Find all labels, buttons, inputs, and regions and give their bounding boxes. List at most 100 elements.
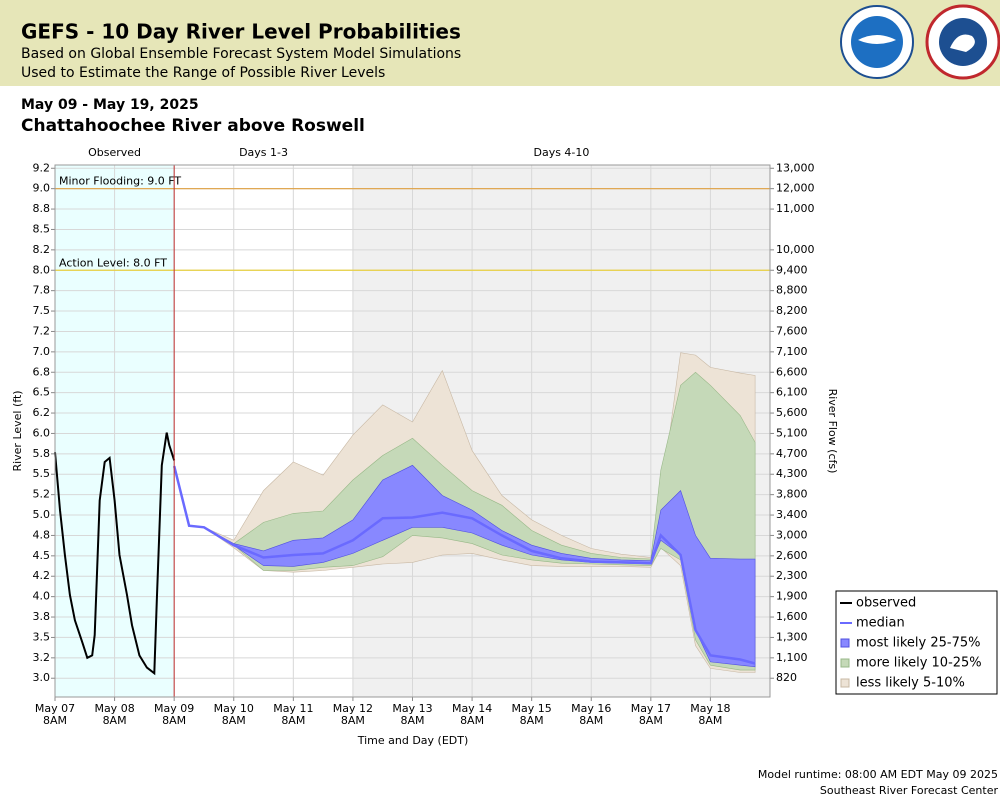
y-tick-label: 8.8 — [33, 202, 51, 215]
y2-tick-label: 1,600 — [776, 610, 808, 623]
x-tick-label: May 15 — [512, 702, 552, 715]
nws-logo-cloud — [950, 34, 975, 52]
y-tick-label: 8.5 — [33, 222, 51, 235]
y2-tick-label: 9,400 — [776, 263, 808, 276]
x-axis-label: Time and Day (EDT) — [357, 734, 469, 747]
x-tick-label: 8AM — [579, 714, 603, 727]
x-tick-label: 8AM — [281, 714, 305, 727]
noaa-logo-bird — [858, 35, 896, 44]
y-tick-label: 6.0 — [33, 426, 51, 439]
y2-tick-label: 1,300 — [776, 630, 808, 643]
y2-tick-label: 13,000 — [776, 161, 815, 174]
legend-swatch — [840, 638, 850, 648]
y2-tick-label: 11,000 — [776, 202, 815, 215]
x-tick-label: May 16 — [571, 702, 611, 715]
location: Chattahoochee River above Roswell — [21, 116, 365, 136]
y2-tick-label: 8,800 — [776, 284, 808, 297]
x-tick-label: May 17 — [631, 702, 671, 715]
y2-tick-label: 4,700 — [776, 447, 808, 460]
y2-axis-label: River Flow (cfs) — [826, 389, 839, 474]
y-tick-label: 7.0 — [33, 345, 51, 358]
y2-tick-label: 820 — [776, 671, 797, 684]
x-tick-label: 8AM — [639, 714, 663, 727]
subtitle: Used to Estimate the Range of Possible R… — [21, 65, 385, 81]
y-tick-label: 4.0 — [33, 590, 51, 603]
y2-tick-label: 5,600 — [776, 406, 808, 419]
legend-label: less likely 5-10% — [856, 676, 965, 691]
x-tick-label: May 10 — [214, 702, 254, 715]
region-label: Days 4-10 — [533, 146, 589, 159]
legend-box — [835, 590, 998, 695]
y-tick-label: 3.5 — [33, 630, 51, 643]
y-tick-label: 9.2 — [33, 161, 51, 174]
x-tick-label: May 14 — [452, 702, 492, 715]
y-tick-label: 7.8 — [33, 284, 51, 297]
y2-tick-label: 7,100 — [776, 345, 808, 358]
x-tick-label: May 08 — [94, 702, 134, 715]
y-tick-label: 5.5 — [33, 467, 51, 480]
legend-label: most likely 25-75% — [856, 636, 980, 651]
y-tick-label: 5.8 — [33, 447, 51, 460]
threshold-label: Minor Flooding: 9.0 FT — [59, 175, 181, 188]
legend-label: more likely 10-25% — [856, 656, 982, 671]
plot-frame — [54, 164, 771, 698]
y2-tick-label: 3,000 — [776, 528, 808, 541]
y2-tick-label: 6,100 — [776, 386, 808, 399]
y-tick-label: 4.8 — [33, 528, 51, 541]
x-tick-label: 8AM — [162, 714, 186, 727]
y-tick-label: 7.5 — [33, 304, 51, 317]
x-tick-label: May 18 — [690, 702, 730, 715]
x-tick-label: 8AM — [460, 714, 484, 727]
y2-tick-label: 1,100 — [776, 651, 808, 664]
y-tick-label: 6.8 — [33, 365, 51, 378]
x-tick-label: May 12 — [333, 702, 373, 715]
x-tick-label: 8AM — [103, 714, 127, 727]
y-tick-label: 4.5 — [33, 549, 51, 562]
y-tick-label: 5.0 — [33, 508, 51, 521]
y-tick-label: 4.2 — [33, 569, 51, 582]
y2-tick-label: 7,600 — [776, 324, 808, 337]
y-tick-label: 6.5 — [33, 386, 51, 399]
footer: Model runtime: 08:00 AM EDT May 09 2025 — [758, 768, 998, 781]
probability-band — [173, 464, 756, 668]
observed-line — [54, 432, 176, 676]
y-tick-label: 8.0 — [33, 263, 51, 276]
y2-tick-label: 2,300 — [776, 569, 808, 582]
legend-label: median — [856, 616, 905, 631]
date-range: May 09 - May 19, 2025 — [21, 97, 199, 113]
legend-swatch — [840, 658, 850, 668]
region — [174, 165, 353, 697]
region-label: Days 1-3 — [239, 146, 288, 159]
x-tick-label: 8AM — [400, 714, 424, 727]
y-tick-label: 3.0 — [33, 671, 51, 684]
y2-tick-label: 4,300 — [776, 467, 808, 480]
x-tick-label: 8AM — [520, 714, 544, 727]
header-band — [0, 0, 1000, 86]
y2-tick-label: 2,600 — [776, 549, 808, 562]
y2-tick-label: 6,600 — [776, 365, 808, 378]
y2-tick-label: 8,200 — [776, 304, 808, 317]
y-axis-label: River Level (ft) — [11, 390, 24, 471]
y-tick-label: 6.2 — [33, 406, 51, 419]
threshold-label: Action Level: 8.0 FT — [59, 256, 167, 269]
median-line — [172, 465, 756, 665]
y2-tick-label: 3,800 — [776, 488, 808, 501]
y2-tick-label: 1,900 — [776, 590, 808, 603]
x-tick-label: May 09 — [154, 702, 194, 715]
x-tick-label: 8AM — [43, 714, 67, 727]
y-tick-label: 7.2 — [33, 324, 51, 337]
y-tick-label: 8.2 — [33, 243, 51, 256]
y2-tick-label: 5,100 — [776, 426, 808, 439]
subtitle: Based on Global Ensemble Forecast System… — [21, 46, 461, 62]
region-label: Observed — [88, 146, 141, 159]
y-tick-label: 3.2 — [33, 651, 51, 664]
y-tick-label: 3.8 — [33, 610, 51, 623]
legend-label: observed — [856, 596, 916, 611]
footer: Southeast River Forecast Center — [820, 784, 999, 797]
y-tick-label: 9.0 — [33, 182, 51, 195]
x-tick-label: May 13 — [392, 702, 432, 715]
x-tick-label: 8AM — [341, 714, 365, 727]
legend-swatch — [840, 678, 850, 688]
chart-title: GEFS - 10 Day River Level Probabilities — [21, 20, 461, 44]
